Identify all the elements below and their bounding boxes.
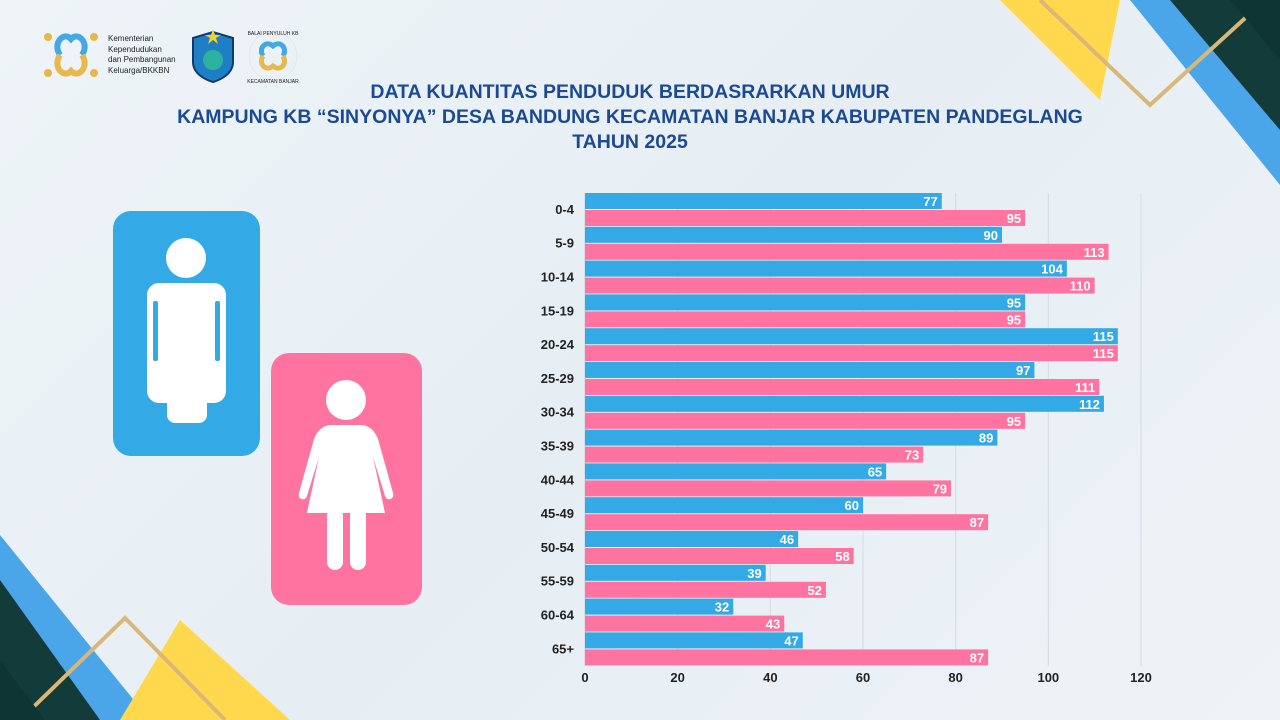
- x-tick-label: 60: [856, 670, 870, 685]
- data-label: 115: [1093, 329, 1114, 344]
- category-label: 65+: [552, 641, 574, 656]
- female-bar: [585, 345, 1118, 362]
- data-label: 47: [784, 633, 798, 648]
- category-label: 50-54: [541, 540, 575, 555]
- female-figure-icon: [271, 353, 422, 605]
- category-label: 35-39: [541, 439, 574, 454]
- category-label: 55-59: [541, 574, 574, 589]
- category-label: 25-29: [541, 371, 574, 386]
- data-label: 79: [933, 481, 947, 496]
- data-label: 95: [1007, 295, 1021, 310]
- data-label: 39: [747, 566, 761, 581]
- female-bar: [585, 446, 924, 463]
- x-tick-label: 40: [763, 670, 777, 685]
- male-bar: [585, 429, 998, 446]
- male-bar: [585, 497, 863, 514]
- female-bar: [585, 311, 1026, 328]
- age-population-bar-chart: 0 20 40 60 80 100 120 0-4 77 95 5-9 90 113 10-14 104 11…: [541, 193, 1152, 685]
- bkkbn-logo: [44, 33, 98, 77]
- data-label: 73: [905, 448, 919, 463]
- female-bar: [585, 277, 1095, 294]
- data-label: 65: [868, 464, 882, 479]
- category-label: 60-64: [541, 608, 575, 623]
- male-bar: [585, 328, 1118, 345]
- female-bar: [585, 649, 989, 666]
- title-line-3: TAHUN 2025: [572, 131, 688, 153]
- category-label: 10-14: [541, 270, 575, 285]
- data-label: 95: [1007, 211, 1021, 226]
- data-label: 52: [807, 583, 821, 598]
- female-bar: [585, 514, 989, 531]
- male-bar: [585, 395, 1104, 412]
- org-name-line: Keluarga/BKKBN: [108, 65, 170, 75]
- data-label: 95: [1007, 312, 1021, 327]
- data-label: 113: [1084, 245, 1105, 260]
- data-label: 60: [845, 498, 859, 513]
- male-bar: [585, 531, 799, 547]
- male-bar: [585, 260, 1067, 277]
- x-tick-label: 100: [1037, 670, 1059, 685]
- data-label: 97: [1016, 363, 1030, 378]
- category-label: 0-4: [555, 202, 575, 217]
- male-bar: [585, 226, 1002, 243]
- title-line-2: KAMPUNG KB “SINYONYA” DESA BANDUNG KECAM…: [177, 106, 1083, 128]
- male-bar: [585, 362, 1035, 378]
- data-label: 77: [923, 194, 937, 209]
- female-bar: [585, 243, 1109, 260]
- data-label: 43: [766, 617, 780, 632]
- category-label: 45-49: [541, 506, 574, 521]
- data-label: 110: [1070, 279, 1091, 294]
- data-label: 111: [1075, 380, 1095, 395]
- org-name: Kementerian Kependudukan dan Pembangunan…: [108, 34, 176, 76]
- data-label: 87: [970, 650, 984, 665]
- data-label: 115: [1093, 346, 1114, 361]
- balai-penyuluh-kb-logo: BALAI PENYULUH KB KECAMATAN BANJAR: [247, 31, 300, 85]
- x-tick-label: 80: [948, 670, 962, 685]
- female-bar: [585, 480, 952, 497]
- male-bar: [585, 598, 734, 615]
- category-label: 30-34: [541, 405, 575, 420]
- pandeglang-emblem: [192, 29, 234, 84]
- x-tick-label: 20: [670, 670, 684, 685]
- data-label: 87: [970, 515, 984, 530]
- org-name-line: dan Pembangunan: [108, 55, 176, 64]
- male-bar: [585, 564, 766, 581]
- female-bar: [585, 581, 826, 598]
- female-bar: [585, 548, 854, 564]
- x-tick-label: 0: [581, 670, 588, 685]
- data-label: 112: [1079, 397, 1100, 412]
- data-label: 58: [835, 549, 849, 564]
- category-label: 15-19: [541, 303, 574, 318]
- category-label: 40-44: [541, 472, 575, 487]
- data-label: 95: [1007, 414, 1021, 429]
- male-figure-icon: [113, 211, 260, 456]
- org-name-line: Kementerian: [108, 34, 154, 43]
- data-label: 46: [780, 532, 794, 547]
- data-label: 32: [715, 600, 729, 615]
- svg-text:BALAI PENYULUH KB: BALAI PENYULUH KB: [248, 31, 300, 37]
- data-label: 104: [1041, 262, 1063, 277]
- title-line-1: DATA KUANTITAS PENDUDUK BERDASRARKAN UMU…: [370, 81, 890, 103]
- svg-text:KECAMATAN BANJAR: KECAMATAN BANJAR: [247, 79, 299, 85]
- org-name-line: Kependudukan: [108, 44, 162, 54]
- female-bar: [585, 615, 785, 632]
- category-label: 20-24: [541, 337, 575, 352]
- female-bar: [585, 379, 1100, 395]
- female-bar: [585, 210, 1026, 226]
- male-bar: [585, 463, 887, 480]
- page-title: DATA KUANTITAS PENDUDUK BERDASRARKAN UMU…: [0, 80, 1280, 155]
- male-bar: [585, 193, 942, 209]
- data-label: 90: [984, 228, 998, 243]
- female-bar: [585, 412, 1026, 429]
- x-tick-label: 120: [1130, 670, 1152, 685]
- male-bar: [585, 294, 1026, 311]
- male-bar: [585, 632, 803, 649]
- data-label: 89: [979, 431, 993, 446]
- category-label: 5-9: [555, 236, 574, 251]
